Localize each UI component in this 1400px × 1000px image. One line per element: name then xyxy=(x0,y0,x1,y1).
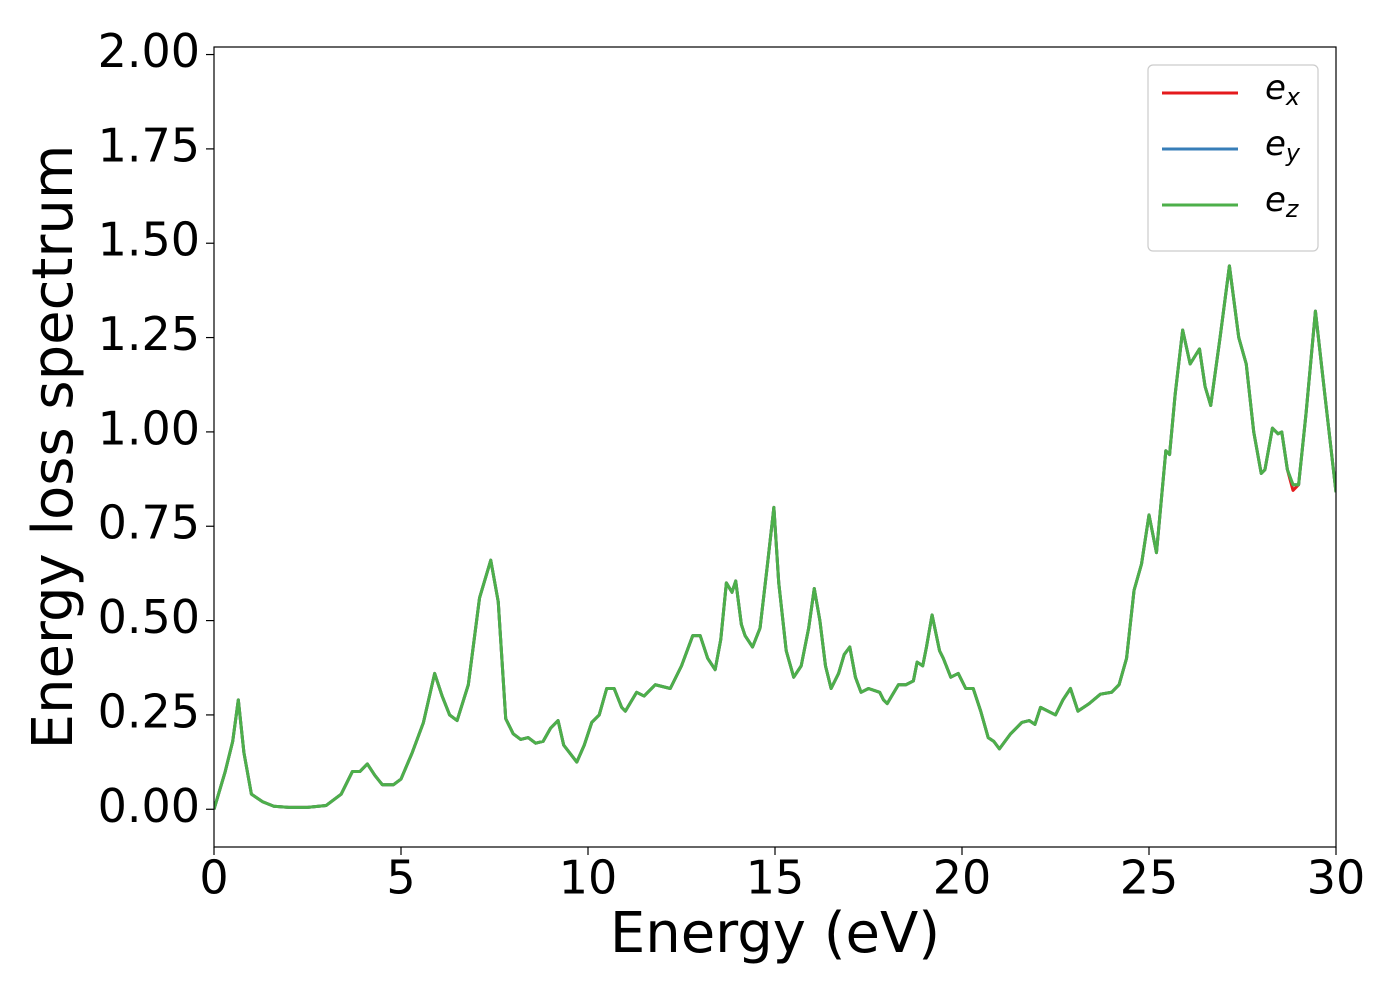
x-tick-label: 20 xyxy=(933,851,992,905)
x-tick-label: 15 xyxy=(746,851,805,905)
y-tick-label: 0.00 xyxy=(98,779,200,833)
legend-label: ex xyxy=(1265,68,1301,111)
series-line xyxy=(214,264,1336,810)
y-tick-label: 2.00 xyxy=(98,24,200,78)
y-axis-label: Energy loss spectrum xyxy=(21,145,86,750)
y-tick-label: 1.25 xyxy=(98,307,200,361)
y-tick-label: 0.50 xyxy=(98,590,200,644)
x-axis-label: Energy (eV) xyxy=(610,901,940,966)
y-tick-label: 1.50 xyxy=(98,213,200,267)
y-tick-label: 1.75 xyxy=(98,118,200,172)
y-tick-label: 0.25 xyxy=(98,684,200,738)
y-tick-label: 1.00 xyxy=(98,401,200,455)
x-tick-label: 30 xyxy=(1307,851,1366,905)
x-tick-label: 10 xyxy=(559,851,618,905)
x-tick-label: 0 xyxy=(199,851,228,905)
y-tick-label: 0.75 xyxy=(98,496,200,550)
plot-lines xyxy=(214,264,1336,810)
legend-label: ez xyxy=(1265,180,1299,223)
legend-label: ey xyxy=(1265,124,1301,167)
x-tick-label: 25 xyxy=(1120,851,1179,905)
x-tick-label: 5 xyxy=(386,851,415,905)
